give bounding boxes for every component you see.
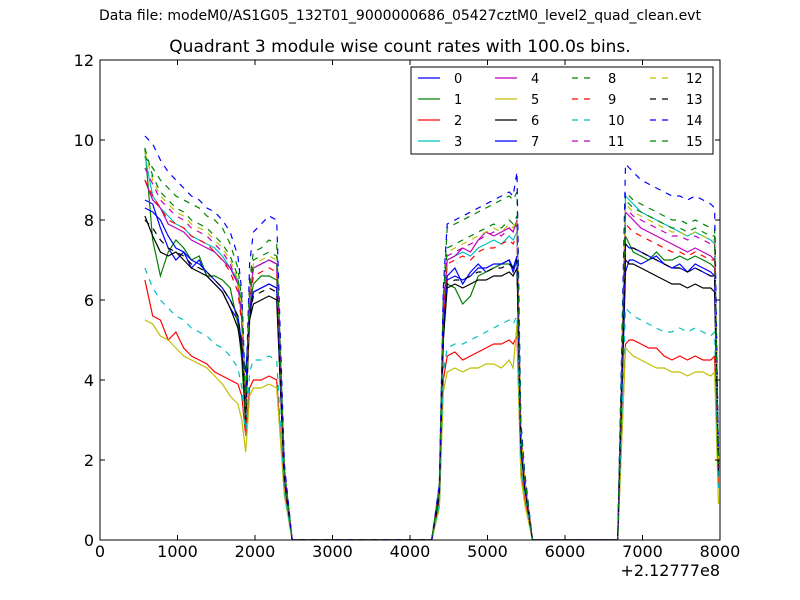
legend-label-13: 13 [686,93,703,108]
x-tick-label: 8000 [700,542,741,561]
y-tick-label: 2 [84,451,94,470]
chart-title: Quadrant 3 module wise count rates with … [169,37,631,57]
legend-label-6: 6 [531,114,539,129]
series-line-10 [144,267,720,540]
series-line-5 [144,319,720,540]
legend-label-12: 12 [686,72,703,87]
x-tick-label: 1000 [157,542,198,561]
series-line-12 [144,151,720,540]
series-line-13 [144,219,720,540]
x-tick-label: 4000 [390,542,431,561]
series-line-15 [144,147,720,540]
series-line-1 [144,147,720,540]
data-file-suptitle: Data file: modeM0/AS1G05_132T01_90000006… [99,8,701,24]
series-line-6 [144,215,720,540]
legend-label-9: 9 [608,93,616,108]
legend-label-1: 1 [454,93,462,108]
x-tick-label: 5000 [467,542,508,561]
legend-label-14: 14 [686,114,703,129]
legend-label-2: 2 [454,114,462,129]
series-line-8 [144,155,720,540]
y-tick-label: 0 [84,531,94,550]
x-tick-label: 3000 [312,542,353,561]
legend-label-11: 11 [608,135,625,150]
legend-box [410,66,714,155]
y-tick-label: 12 [74,51,94,70]
legend-label-10: 10 [608,114,625,129]
legend-label-15: 15 [686,135,703,150]
legend-label-4: 4 [531,72,539,87]
x-tick-label: 0 [95,542,105,561]
y-tick-label: 8 [84,211,94,230]
series-line-9 [144,179,720,540]
legend-label-7: 7 [531,135,539,150]
x-tick-label: 7000 [622,542,663,561]
x-axis-offset-label: +2.12777e8 [620,561,720,580]
y-tick-label: 4 [84,371,94,390]
axis-layer: 0 1000 2000 3000 4000 5000 6000 7000 80000246810… [74,51,741,561]
series-line-14 [144,135,720,540]
series-line-3 [144,155,720,540]
y-tick-label: 6 [84,291,94,310]
x-tick-label: 2000 [235,542,276,561]
y-tick-label: 10 [74,131,94,150]
series-line-7 [144,207,720,540]
series-line-11 [144,167,720,540]
series-layer [144,135,720,540]
legend-label-3: 3 [454,135,462,150]
legend-label-5: 5 [531,93,539,108]
legend-label-8: 8 [608,72,616,87]
legend-label-0: 0 [454,72,462,87]
x-tick-label: 6000 [545,542,586,561]
series-line-2 [144,279,720,540]
